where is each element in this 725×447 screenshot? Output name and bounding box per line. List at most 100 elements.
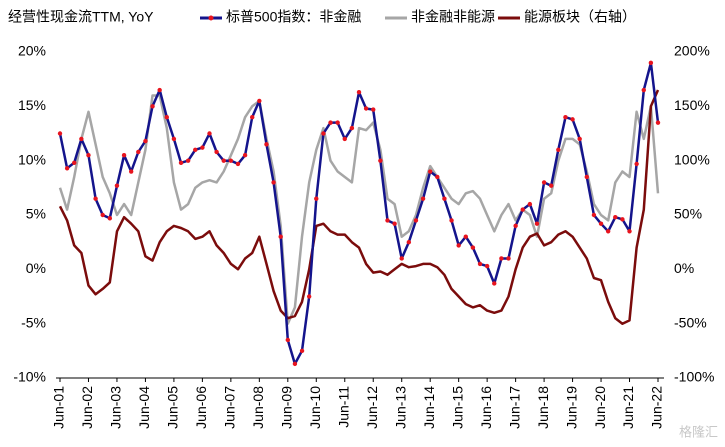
data-point bbox=[506, 256, 511, 261]
x-tick-label: Jun-17 bbox=[506, 386, 522, 429]
y2-tick-label: 50% bbox=[674, 206, 702, 222]
y2-tick-label: 100% bbox=[674, 151, 710, 167]
x-tick-label: Jun-13 bbox=[392, 386, 408, 429]
y-tick-label: -5% bbox=[21, 314, 46, 330]
y-tick-label: 10% bbox=[18, 151, 46, 167]
x-tick-label: Jun-14 bbox=[421, 386, 437, 429]
y-tick-label: 15% bbox=[18, 97, 46, 113]
data-point bbox=[463, 234, 468, 239]
data-point bbox=[100, 212, 105, 218]
data-point bbox=[321, 131, 326, 136]
data-point bbox=[257, 98, 262, 104]
x-tick-label: Jun-22 bbox=[649, 386, 665, 429]
x-tick-label: Jun-06 bbox=[193, 386, 209, 429]
data-point bbox=[314, 196, 319, 201]
data-point bbox=[477, 261, 483, 267]
x-tick-label: Jun-07 bbox=[222, 386, 238, 429]
data-point bbox=[456, 243, 461, 248]
data-point bbox=[285, 337, 291, 343]
data-point bbox=[356, 90, 362, 95]
data-point bbox=[527, 201, 533, 207]
x-tick-label: Jun-18 bbox=[535, 386, 551, 429]
data-point bbox=[406, 239, 412, 245]
data-point bbox=[413, 218, 419, 223]
data-point bbox=[93, 196, 98, 201]
y-tick-label: -10% bbox=[13, 369, 46, 385]
x-tick-label: Jun-12 bbox=[364, 386, 380, 429]
data-point bbox=[499, 256, 504, 261]
legend-label: 标普500指数：非金融 bbox=[226, 9, 361, 25]
y2-tick-label: 0% bbox=[674, 260, 694, 276]
data-point bbox=[328, 120, 333, 125]
data-point bbox=[349, 125, 355, 131]
data-point bbox=[207, 131, 212, 136]
data-point bbox=[264, 142, 269, 147]
x-tick-label: Jun-09 bbox=[279, 386, 295, 429]
data-point bbox=[399, 256, 404, 261]
x-tick-label: Jun-10 bbox=[307, 386, 323, 429]
data-point bbox=[541, 180, 547, 185]
y2-tick-label: -50% bbox=[674, 314, 707, 330]
data-point bbox=[306, 294, 312, 299]
data-point bbox=[591, 212, 597, 218]
data-point bbox=[420, 196, 426, 201]
legend-label: 能源板块（右轴） bbox=[524, 9, 636, 25]
data-point bbox=[86, 153, 91, 158]
data-point bbox=[655, 120, 661, 125]
data-point bbox=[392, 221, 397, 226]
data-point bbox=[627, 229, 632, 234]
data-point bbox=[235, 161, 241, 167]
data-point bbox=[634, 161, 639, 167]
data-point bbox=[584, 174, 590, 180]
series-line bbox=[58, 94, 660, 325]
data-point bbox=[299, 348, 305, 354]
data-point bbox=[470, 245, 476, 250]
data-point bbox=[200, 145, 205, 150]
data-point bbox=[72, 160, 77, 166]
data-point bbox=[221, 158, 226, 163]
data-point bbox=[178, 160, 184, 166]
x-tick-label: Jun-21 bbox=[620, 386, 636, 429]
data-point bbox=[335, 120, 340, 125]
x-tick-label: Jun-20 bbox=[592, 386, 608, 429]
data-point bbox=[449, 218, 454, 223]
data-point bbox=[605, 229, 611, 234]
data-point bbox=[136, 149, 141, 155]
data-point bbox=[648, 60, 654, 66]
data-point bbox=[143, 138, 148, 144]
data-point bbox=[570, 117, 575, 122]
watermark: 格隆汇 bbox=[679, 424, 718, 439]
data-point bbox=[278, 234, 283, 239]
data-point bbox=[150, 104, 155, 109]
data-point bbox=[228, 158, 234, 163]
data-point bbox=[484, 263, 490, 269]
data-point bbox=[157, 87, 162, 93]
data-point bbox=[598, 221, 604, 226]
data-point bbox=[214, 149, 219, 155]
data-point bbox=[427, 169, 433, 174]
data-point bbox=[556, 147, 561, 152]
y-tick-label: 5% bbox=[26, 206, 46, 222]
data-point bbox=[371, 107, 376, 112]
y-tick-label: 0% bbox=[26, 260, 46, 276]
data-point bbox=[79, 136, 84, 142]
x-tick-label: Jun-08 bbox=[250, 386, 266, 429]
data-point bbox=[342, 136, 347, 142]
legend-marker bbox=[208, 15, 214, 21]
chart-title: 经营性现金流TTM, YoY bbox=[8, 9, 154, 25]
legend-label: 非金融非能源 bbox=[411, 9, 495, 25]
data-point bbox=[121, 153, 127, 158]
data-point bbox=[57, 131, 63, 136]
data-point bbox=[613, 214, 618, 220]
data-point bbox=[114, 183, 120, 188]
data-point bbox=[442, 196, 447, 201]
data-point bbox=[271, 180, 276, 185]
x-tick-label: Jun-04 bbox=[136, 386, 152, 429]
data-point bbox=[534, 221, 540, 226]
data-point bbox=[107, 216, 113, 221]
data-point bbox=[128, 169, 134, 174]
data-point bbox=[563, 115, 568, 120]
data-point bbox=[549, 183, 554, 188]
data-point bbox=[292, 361, 298, 367]
